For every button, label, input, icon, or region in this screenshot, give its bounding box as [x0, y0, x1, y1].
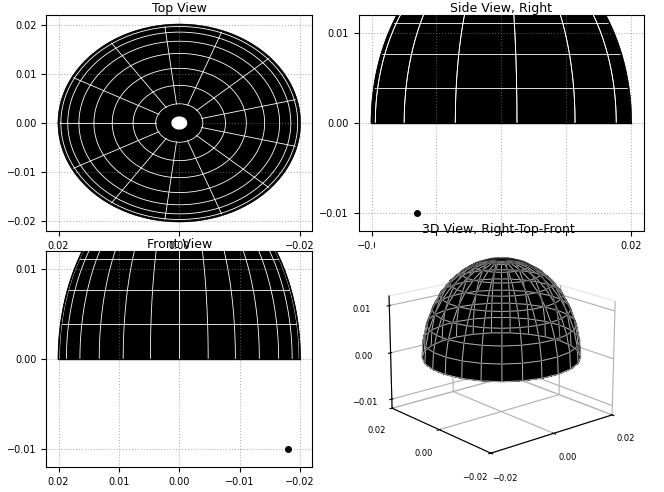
- Polygon shape: [58, 179, 300, 359]
- Polygon shape: [58, 25, 300, 221]
- Title: Side View, Right: Side View, Right: [450, 2, 552, 15]
- Title: 3D View, Right-Top-Front: 3D View, Right-Top-Front: [422, 223, 574, 236]
- Polygon shape: [157, 105, 201, 141]
- Polygon shape: [172, 117, 187, 129]
- Title: Front View: Front View: [147, 238, 212, 251]
- Polygon shape: [372, 0, 631, 123]
- Title: Top View: Top View: [152, 2, 207, 15]
